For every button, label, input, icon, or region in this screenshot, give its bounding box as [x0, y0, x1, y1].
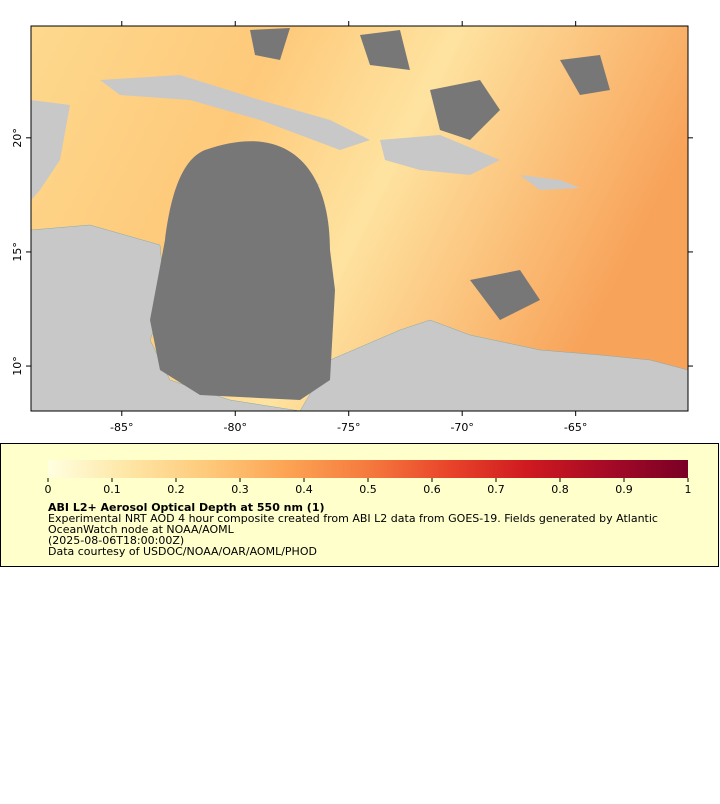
x-tick-label: -75° — [337, 421, 360, 434]
colorbar-tick-label: 1 — [685, 483, 692, 496]
legend-title: ABI L2+ Aerosol Optical Depth at 550 nm … — [48, 501, 325, 514]
land-puerto-rico — [520, 175, 580, 190]
legend-line: OceanWatch node at NOAA/AOML — [48, 523, 235, 536]
colorbar-tick-label: 0.5 — [359, 483, 377, 496]
y-tick-label: 10° — [11, 356, 24, 376]
legend-line: Experimental NRT AOD 4 hour composite cr… — [48, 512, 658, 525]
legend-line: Data courtesy of USDOC/NOAA/OAR/AOML/PHO… — [48, 545, 317, 558]
y-tick-label: 15° — [11, 242, 24, 261]
x-tick-label: -85° — [110, 421, 133, 434]
land-yucatan — [31, 100, 70, 200]
colorbar-tick-label: 0.4 — [295, 483, 313, 496]
colorbar — [48, 460, 688, 478]
land-hispaniola — [380, 135, 500, 175]
map-axes: -85° -80° -75° -70° -65° 10° 15° 20° — [11, 21, 693, 434]
missing-data-area — [150, 141, 335, 400]
y-tick-label: 20° — [11, 128, 24, 148]
colorbar-tick-label: 0 — [45, 483, 52, 496]
land-south-america — [299, 319, 688, 411]
colorbar-tick-label: 0.2 — [167, 483, 185, 496]
colorbar-tick-label: 0.8 — [551, 483, 569, 496]
colorbar-tick-label: 0.7 — [487, 483, 505, 496]
land-cuba — [100, 75, 370, 150]
map-frame — [30, 25, 689, 412]
legend-lines: Experimental NRT AOD 4 hour composite cr… — [48, 512, 658, 558]
colorbar-tick-label: 0.6 — [423, 483, 441, 496]
x-tick-label: -80° — [224, 421, 247, 434]
legend-line: (2025-08-06T18:00:00Z) — [48, 534, 184, 547]
colorbar-tick-label: 0.3 — [231, 483, 249, 496]
colorbar-tick-label: 0.1 — [103, 483, 121, 496]
map-image — [31, 26, 688, 411]
x-tick-label: -70° — [450, 421, 473, 434]
x-tick-label: -65° — [564, 421, 587, 434]
colorbar-ticks: 0 0.1 0.2 0.3 0.4 0.5 0.6 0.7 0.8 0.9 1 — [45, 478, 692, 496]
colorbar-tick-label: 0.9 — [615, 483, 633, 496]
